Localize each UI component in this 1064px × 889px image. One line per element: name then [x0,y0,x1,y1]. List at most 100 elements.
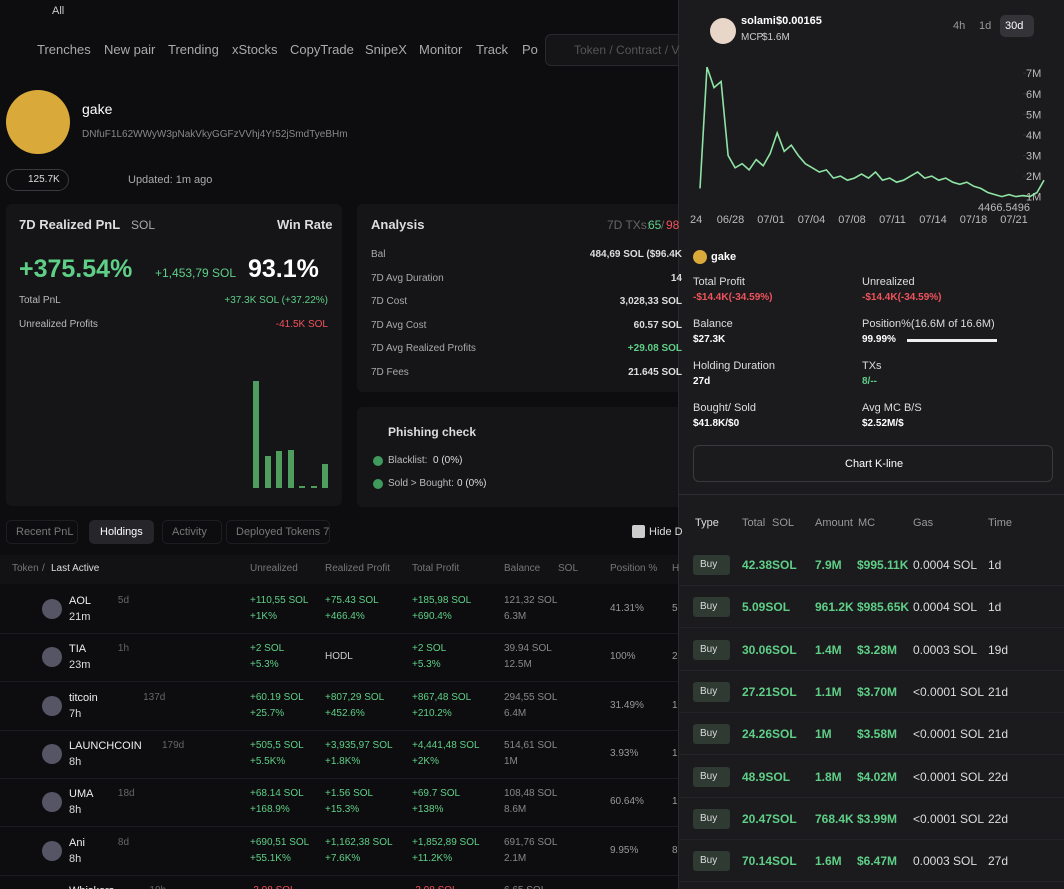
cell: Buy [700,685,718,697]
tab-label[interactable]: Holdings [100,526,143,538]
row-divider [678,711,1064,713]
cell: +2K% [412,755,439,767]
button-label[interactable]: Chart K-line [845,458,904,470]
row-divider [678,754,1064,756]
cell: 1.6M [815,854,842,869]
cell: Buy [700,855,718,867]
type-pill [693,851,730,872]
tab[interactable] [162,520,222,544]
nav-item[interactable]: Po [522,42,538,57]
distribution-bar [276,451,282,488]
followers[interactable]: 125.7K [28,174,60,185]
label: MCP [741,32,764,43]
cell: 22d [988,769,1009,784]
column-header[interactable]: Balance [504,563,541,574]
token-name[interactable]: LAUNCHCOIN [69,739,142,752]
range-active[interactable] [1000,15,1034,37]
column-header[interactable]: Realized Profit [325,563,391,574]
cell: 6.4M [504,707,527,719]
search-placeholder[interactable]: Token / Contract / V [574,43,680,57]
label: Bal [371,249,386,260]
column-header[interactable]: Total Profit [412,563,460,574]
followers-pill[interactable] [6,169,69,191]
cell: +1,162,38 SOL [325,836,393,848]
cell: 27d [988,854,1009,869]
column-header[interactable]: SOL [772,517,795,529]
updated: Updated: 1m ago [128,174,213,186]
range[interactable]: 1d [979,20,992,32]
column-header[interactable]: Gas [913,517,934,529]
cell: 1.8M [815,769,842,784]
column-header[interactable]: Token [12,563,39,574]
nav-item[interactable]: xStocks [232,42,278,57]
nav-item[interactable]: New pair [104,42,156,57]
cell: 30.06SOL [742,642,797,657]
tab-label[interactable]: Deployed Tokens 7 [236,526,330,538]
cell: 7.9M [815,558,842,572]
cell: <0.0001 SOL [913,727,985,742]
cell: +68.14 SOL [250,788,304,800]
token-name[interactable]: UMA [69,788,94,801]
column-header[interactable]: Total [742,517,766,529]
column-header[interactable]: Last Active [51,563,100,574]
nav-item[interactable]: CopyTrade [290,42,354,57]
label: 7D Avg Cost [371,319,427,331]
column-header[interactable]: Position % [610,563,658,574]
x-tick-label: 07/14 [919,214,947,226]
x-tick-label: 07/04 [798,214,826,226]
value: 0 (0%) [433,455,463,466]
cell: 1 [672,796,678,808]
cell: Buy [700,601,718,613]
column-header[interactable]: Time [988,517,1013,529]
label: 7D Avg Realized Profits [371,343,476,354]
label: Blacklist: [388,455,428,466]
label: 7D Fees [371,366,409,378]
cell: +110,55 SOL [250,595,309,606]
column-header[interactable]: SOL [558,563,579,574]
column-header[interactable]: Amount [815,517,853,529]
tab[interactable] [6,520,78,544]
nav-item[interactable]: SnipeX [365,42,407,57]
token-icon [42,599,62,619]
token-name[interactable]: Whiskers [69,884,114,889]
token-name[interactable]: TIA [69,643,87,656]
nav-item[interactable]: Trending [168,42,219,57]
column-header[interactable]: Unrealized [250,563,298,574]
token-name[interactable]: titcoin [69,691,98,704]
column-header[interactable]: Type [695,517,719,529]
column-header[interactable]: H [672,563,680,574]
checkbox-label[interactable]: Hide D [649,526,683,538]
token-name[interactable]: AOL [69,595,92,607]
tab[interactable] [226,520,330,544]
nav-item[interactable]: Track [476,42,509,57]
cell: 0.0003 SOL [913,642,978,657]
range[interactable]: 4h [953,20,966,32]
row-divider [678,585,1064,586]
y-tick-label: 4M [1026,130,1041,142]
x-tick-label: 07/08 [838,214,866,226]
cell: 0.0003 SOL [913,854,978,869]
checkbox[interactable] [632,525,645,538]
cell: +60.19 SOL [250,691,304,703]
tab-label[interactable]: Activity [172,526,207,538]
cell: 39.94 SOL [504,643,552,655]
column-header[interactable]: MC [858,517,876,529]
column-header[interactable]: / [42,563,45,574]
label: Balance [693,318,733,330]
cell: +4,441,48 SOL [412,739,480,751]
label: 7D TXs: [607,218,651,232]
filter[interactable]: All [52,5,65,17]
cell: +11.2K% [412,852,453,864]
y-tick-label: 6M [1026,89,1041,101]
tab-label[interactable]: Recent PnL [16,526,74,538]
nav-item[interactable]: Monitor [419,42,463,57]
divider [678,494,1064,495]
cell: +210.2% [412,707,452,719]
cell: <0.0001 SOL [913,684,985,699]
nav-item[interactable]: Trenches [37,42,91,57]
token-name[interactable]: Ani [69,836,85,849]
y-tick-label: 5M [1026,109,1041,121]
range[interactable]: 30d [1005,20,1024,32]
analysis-card [357,204,687,392]
chart-button[interactable] [693,445,1053,482]
